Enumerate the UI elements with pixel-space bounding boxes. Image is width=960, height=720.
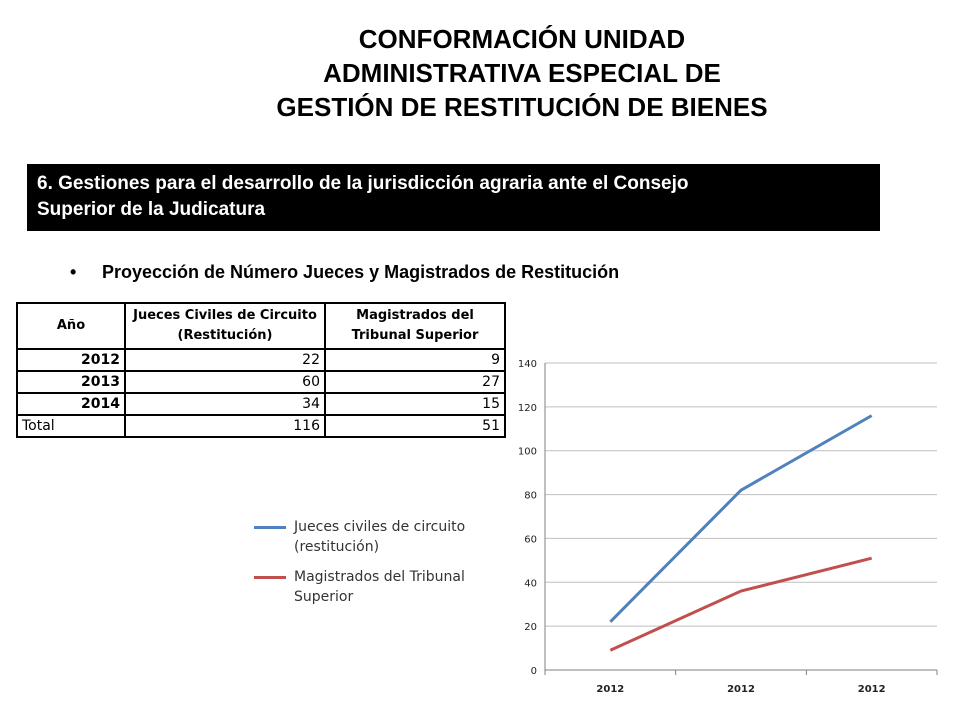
section-banner: 6. Gestiones para el desarrollo de la ju… [27, 164, 880, 231]
cell-jueces: 60 [124, 370, 326, 394]
table-row: 2012 22 9 [16, 348, 506, 372]
y-tick-label: 40 [524, 578, 537, 589]
series-line-1 [609, 556, 873, 652]
header-jueces: Jueces Civiles de Circuito (Restitución) [124, 302, 326, 350]
cell-jueces: 34 [124, 392, 326, 416]
header-magistrados: Magistrados del Tribunal Superior [324, 302, 506, 350]
y-tick-label: 120 [518, 403, 537, 414]
y-tick-label: 140 [518, 359, 537, 370]
table-header-row: Año Jueces Civiles de Circuito (Restituc… [16, 302, 506, 350]
y-tick-label: 0 [531, 666, 537, 677]
x-tick-label: 2012 [858, 684, 886, 695]
legend-swatch-magistrados [254, 576, 286, 579]
banner-line-2: Superior de la Judicatura [37, 199, 266, 220]
x-tick-label: 2012 [727, 684, 755, 695]
cell-total-jueces: 116 [124, 414, 326, 438]
table-row: 2013 60 27 [16, 370, 506, 394]
cell-magistrados: 9 [324, 348, 506, 372]
title-line-2: ADMINISTRATIVA ESPECIAL DE [323, 58, 721, 88]
cell-year: 2014 [16, 392, 126, 416]
line-chart: 0 20 40 60 80 100 120 140 2012 2012 2012 [518, 359, 938, 695]
y-tick-label: 20 [524, 622, 537, 633]
table-total-row: Total 116 51 [16, 414, 506, 438]
y-tick-label: 80 [524, 491, 537, 502]
cell-magistrados: 15 [324, 392, 506, 416]
cell-total-label: Total [16, 414, 126, 438]
bullet-item: • Proyección de Número Jueces y Magistrad… [70, 262, 619, 283]
legend-label-jueces: Jueces civiles de circuito (restitución) [294, 519, 466, 555]
y-tick-label: 100 [518, 447, 537, 458]
bullet-text: Proyección de Número Jueces y Magistrado… [102, 262, 620, 282]
x-tick-label: 2012 [596, 684, 624, 695]
chart-legend: Jueces civiles de circuito (restitución)… [254, 517, 494, 617]
legend-item-magistrados: Magistrados del Tribunal Superior [254, 567, 494, 607]
banner-line-1: 6. Gestiones para el desarrollo de la ju… [37, 173, 689, 194]
header-year: Año [16, 302, 126, 350]
cell-total-magistrados: 51 [324, 414, 506, 438]
cell-year: 2012 [16, 348, 126, 372]
y-tick-label: 60 [524, 534, 537, 545]
legend-label-magistrados: Magistrados del Tribunal Superior [294, 569, 465, 605]
cell-year: 2013 [16, 370, 126, 394]
series-line-0 [609, 414, 873, 623]
title-line-3: GESTIÓN DE RESTITUCIÓN DE BIENES [276, 92, 768, 122]
legend-item-jueces: Jueces civiles de circuito (restitución) [254, 517, 494, 557]
table-row: 2014 34 15 [16, 392, 506, 416]
cell-jueces: 22 [124, 348, 326, 372]
cell-magistrados: 27 [324, 370, 506, 394]
legend-swatch-jueces [254, 526, 286, 529]
title-line-1: CONFORMACIÓN UNIDAD [358, 24, 686, 54]
data-table: Año Jueces Civiles de Circuito (Restituc… [16, 302, 506, 438]
bullet-symbol: • [70, 262, 77, 282]
page-title: CONFORMACIÓN UNIDAD ADMINISTRATIVA ESPEC… [140, 22, 904, 124]
